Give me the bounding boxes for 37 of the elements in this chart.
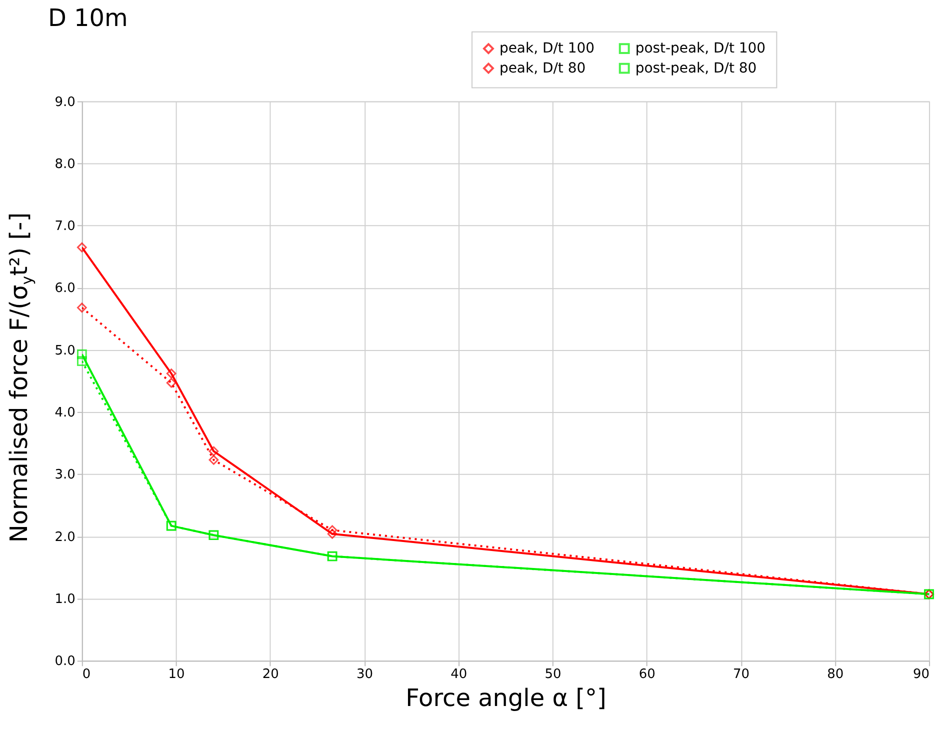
legend-label: peak, D/t 100 <box>499 40 595 57</box>
y-tick-label: 2.0 <box>54 530 76 545</box>
legend-label: peak, D/t 80 <box>499 60 586 76</box>
x-tick-label: 40 <box>450 667 468 682</box>
point <box>76 302 87 313</box>
point <box>166 378 176 388</box>
x-tick-label: 60 <box>638 667 656 682</box>
x-tick-label: 20 <box>262 667 279 682</box>
x-tick-label: 50 <box>544 667 562 682</box>
point <box>166 368 176 378</box>
x-tick-label: 30 <box>356 667 374 682</box>
point <box>208 454 219 465</box>
point <box>327 528 338 539</box>
y-tick-label: 4.0 <box>54 406 76 421</box>
legend-label: post-peak, D/t 100 <box>635 40 766 57</box>
x-tick-label: 90 <box>913 667 930 682</box>
y-axis-title: Normalised force F/(σyt²) [-] <box>4 212 36 543</box>
y-tick-label: 8.0 <box>54 156 76 172</box>
y-tick-label: 1.0 <box>54 592 76 608</box>
y-tick-label: 0.0 <box>54 654 76 670</box>
point <box>327 525 338 536</box>
y-tick-label: 6.0 <box>54 281 76 296</box>
legend-label: post-peak, D/t 80 <box>635 60 757 76</box>
y-tick-label: 5.0 <box>54 343 76 358</box>
chart-title: D 10m <box>48 4 128 32</box>
point <box>76 349 87 360</box>
point <box>76 242 87 252</box>
y-tick-label: 3.0 <box>54 468 76 483</box>
y-tick-label: 9.0 <box>54 94 76 110</box>
x-tick-label: 0 <box>82 667 91 682</box>
x-tick-label: 10 <box>168 667 185 682</box>
x-tick-label: 80 <box>827 667 844 682</box>
x-tick-label: 70 <box>733 667 750 682</box>
point <box>76 356 87 366</box>
x-axis-title: Force angle α [°] <box>406 684 606 712</box>
y-tick-label: 7.0 <box>54 219 76 234</box>
point <box>208 446 219 456</box>
